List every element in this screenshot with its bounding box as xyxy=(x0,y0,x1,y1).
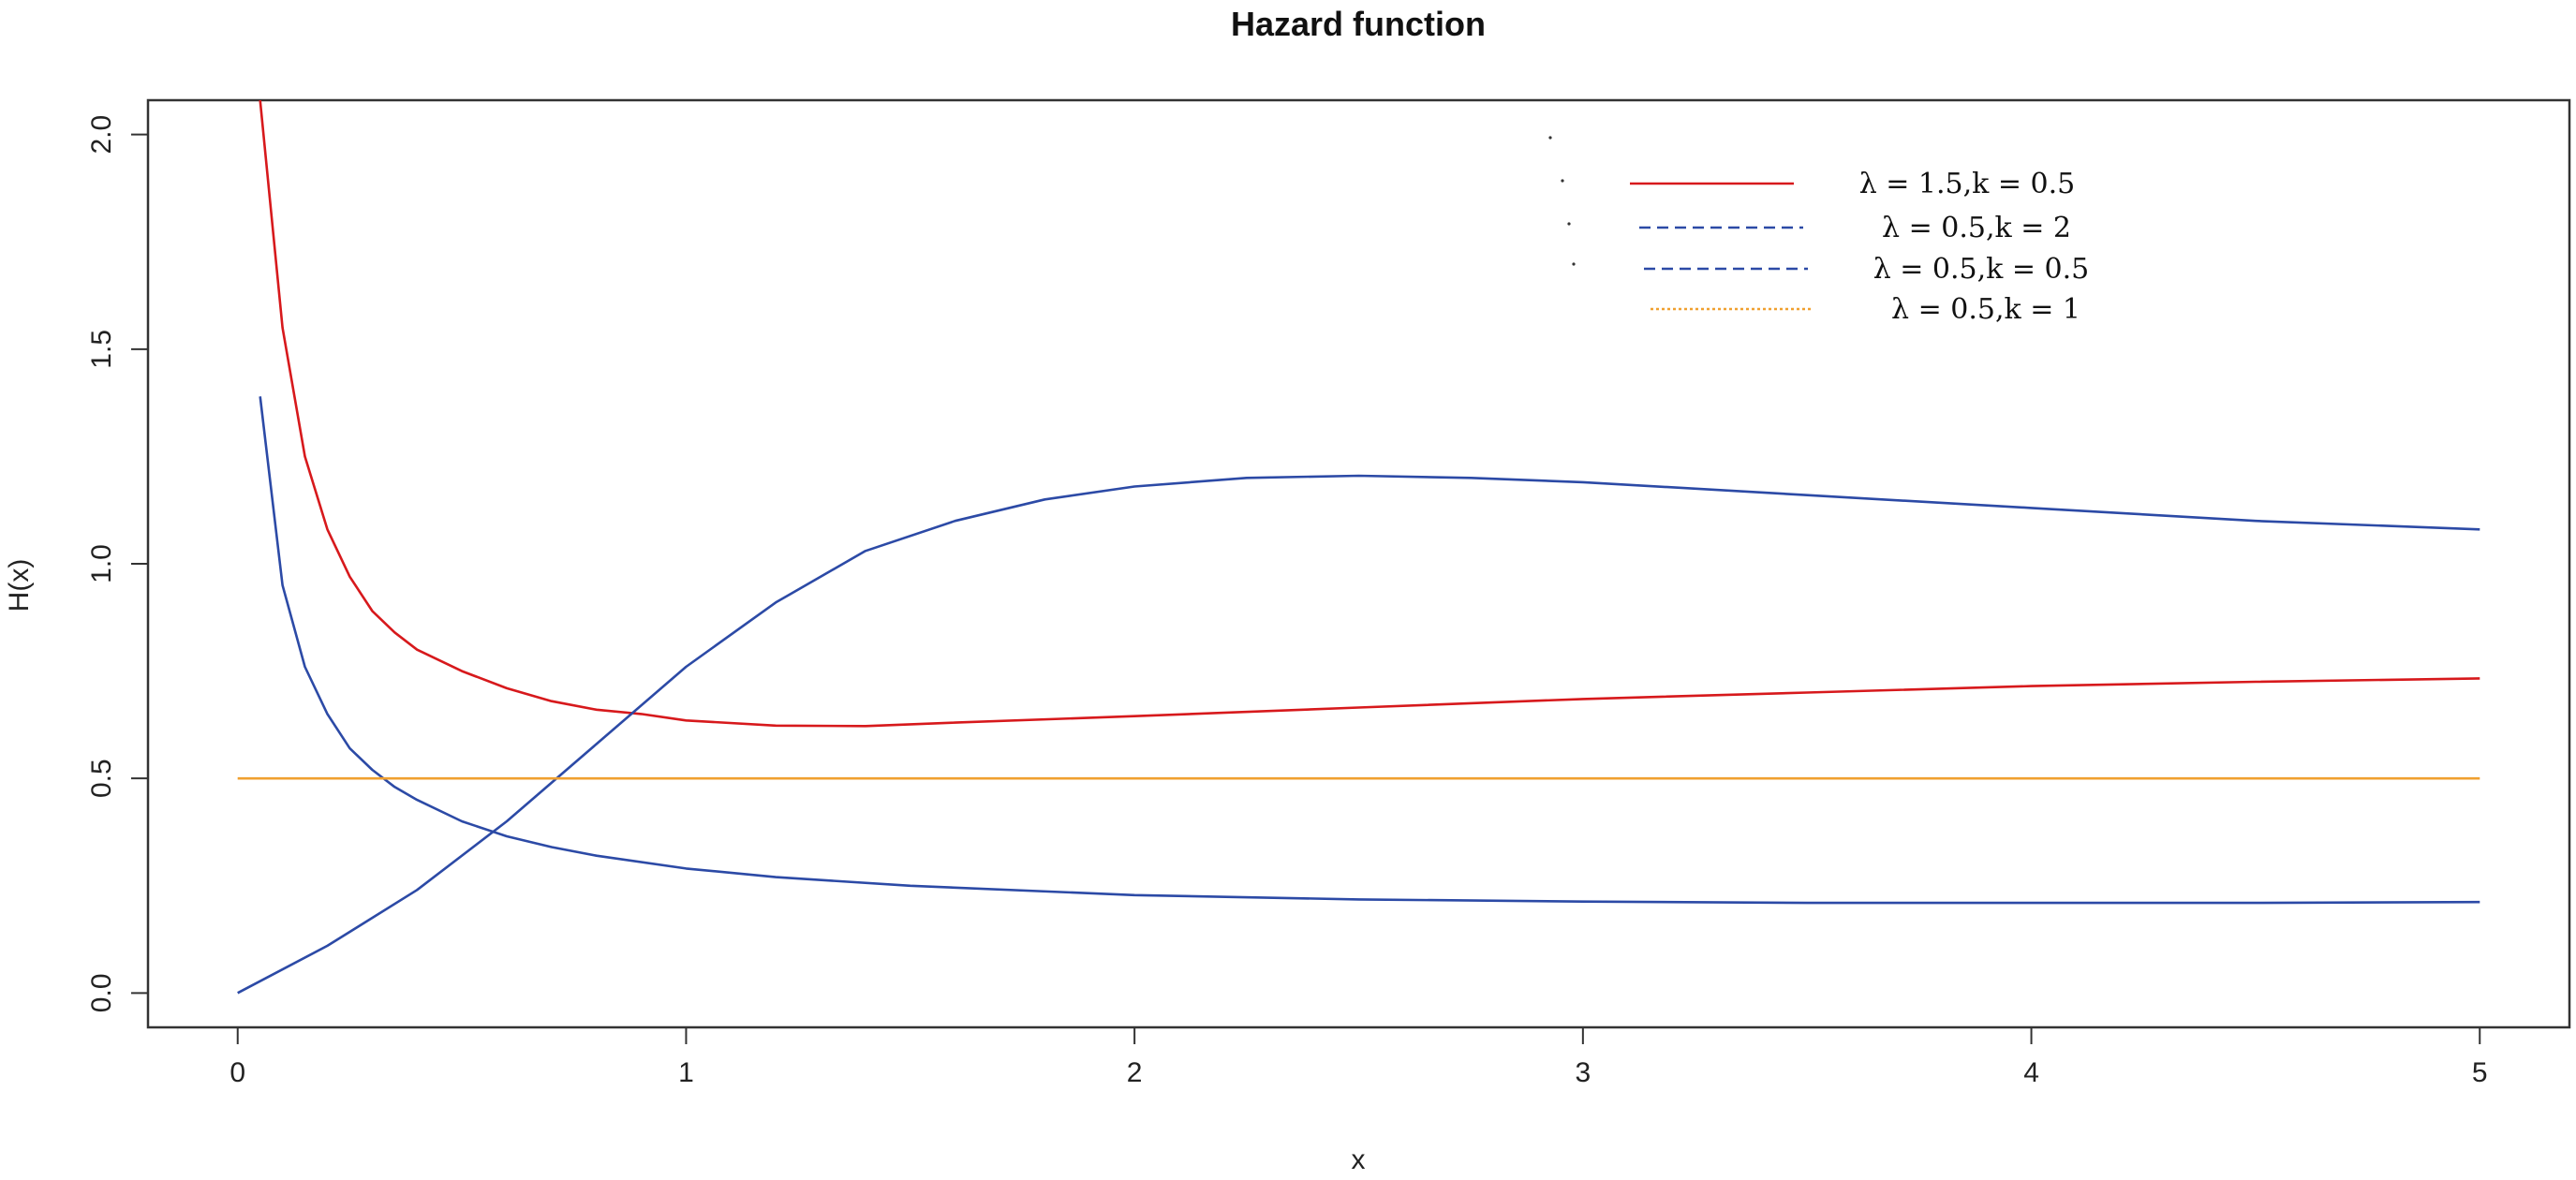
legend-label-3: λ = 0.5,k = 0.5 xyxy=(1873,253,2090,286)
x-tick-label: 4 xyxy=(2023,1057,2039,1088)
x-tick-label: 0 xyxy=(229,1057,245,1088)
legend-marker-dot xyxy=(1572,262,1576,266)
y-tick-label: 1.5 xyxy=(86,330,117,369)
x-tick-label: 5 xyxy=(2472,1057,2488,1088)
legend-marker-dot xyxy=(1567,222,1571,226)
chart-title: Hazard function xyxy=(1231,5,1486,43)
x-tick-label: 2 xyxy=(1127,1057,1143,1088)
y-axis: 0.0 0.5 1.0 1.5 2.0 xyxy=(86,115,148,1012)
y-tick-label: 2.0 xyxy=(86,115,117,155)
x-tick-label: 3 xyxy=(1576,1057,1591,1088)
y-tick-label: 1.0 xyxy=(86,544,117,583)
x-axis-title: x xyxy=(1352,1144,1366,1175)
x-tick-label: 1 xyxy=(678,1057,694,1088)
legend: λ = 1.5,k = 0.5 λ = 0.5,k = 2 λ = 0.5,k = … xyxy=(1548,136,2089,326)
y-tick-label: 0.0 xyxy=(86,973,117,1012)
series-layer xyxy=(237,100,2480,995)
legend-label-2: λ = 0.5,k = 2 xyxy=(1882,212,2071,244)
series-line-3 xyxy=(259,396,2480,905)
series-line-1 xyxy=(259,100,2480,728)
legend-marker-dot xyxy=(1548,136,1552,140)
legend-marker-dot xyxy=(1561,179,1564,183)
series-line-2 xyxy=(237,474,2480,995)
y-tick-label: 0.5 xyxy=(86,759,117,798)
x-axis: 0 1 2 3 4 5 xyxy=(229,1027,2488,1088)
legend-label-4: λ = 0.5,k = 1 xyxy=(1891,293,2080,326)
legend-label-1: λ = 1.5,k = 0.5 xyxy=(1859,168,2076,200)
y-axis-title: H(x) xyxy=(4,559,35,612)
